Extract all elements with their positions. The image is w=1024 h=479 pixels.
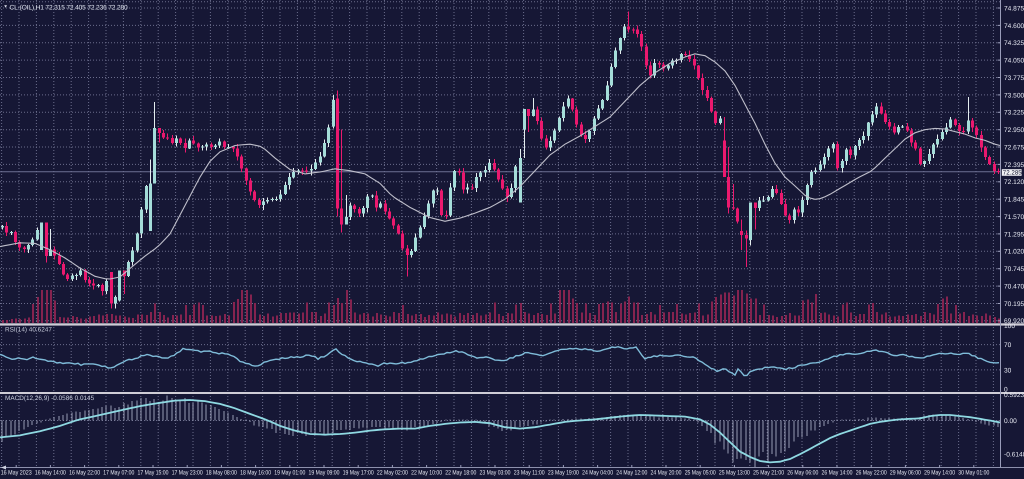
svg-text:72.950: 72.950: [1004, 127, 1024, 134]
svg-text:24 May 04:00: 24 May 04:00: [582, 470, 613, 477]
svg-text:RSI(14) 40.6247: RSI(14) 40.6247: [5, 327, 52, 334]
svg-text:72.395: 72.395: [1004, 162, 1024, 169]
svg-text:16 May 14:00: 16 May 14:00: [35, 470, 66, 477]
svg-text:73.500: 73.500: [1004, 92, 1024, 99]
svg-text:69.920: 69.920: [1004, 318, 1024, 325]
svg-text:70.745: 70.745: [1004, 266, 1024, 273]
svg-text:30: 30: [1004, 367, 1012, 374]
svg-text:74.600: 74.600: [1004, 23, 1024, 30]
svg-text:26 May 14:00: 26 May 14:00: [822, 470, 853, 477]
svg-text:23 May 03:00: 23 May 03:00: [480, 470, 511, 477]
svg-text:16 May 2023: 16 May 2023: [1, 470, 32, 477]
svg-text:0.00: 0.00: [1004, 418, 1017, 425]
svg-text:24 May 12:00: 24 May 12:00: [616, 470, 647, 477]
svg-text:71.570: 71.570: [1004, 214, 1024, 221]
svg-text:73.775: 73.775: [1004, 75, 1024, 82]
svg-text:22 May 10:00: 22 May 10:00: [411, 470, 442, 477]
svg-text:29 May 06:00: 29 May 06:00: [890, 470, 921, 477]
svg-text:71.845: 71.845: [1004, 197, 1024, 204]
svg-text:16 May 22:00: 16 May 22:00: [69, 470, 100, 477]
svg-text:18 May 16:00: 18 May 16:00: [240, 470, 271, 477]
svg-text:72.285: 72.285: [1003, 170, 1022, 177]
svg-text:23 May 19:00: 23 May 19:00: [548, 470, 579, 477]
svg-text:30 May 01:00: 30 May 01:00: [958, 470, 989, 477]
svg-text:74.875: 74.875: [1004, 5, 1024, 12]
svg-text:29 May 14:00: 29 May 14:00: [924, 470, 955, 477]
svg-text:19 May 09:00: 19 May 09:00: [309, 470, 340, 477]
svg-text:71.295: 71.295: [1004, 231, 1024, 238]
svg-text:25 May 13:00: 25 May 13:00: [719, 470, 750, 477]
svg-text:MACD(12,26,9) -0.0586 0.0145: MACD(12,26,9) -0.0586 0.0145: [5, 395, 95, 402]
svg-text:70.470: 70.470: [1004, 284, 1024, 291]
svg-text:100: 100: [1004, 323, 1015, 330]
svg-text:73.225: 73.225: [1004, 110, 1024, 117]
svg-text:74.050: 74.050: [1004, 58, 1024, 65]
svg-text:19 May 01:00: 19 May 01:00: [274, 470, 305, 477]
svg-text:CL-(OIL),H1 72.315 72.405 72.: CL-(OIL),H1 72.315 72.405 72.236 72.280: [10, 4, 129, 11]
svg-text:71.020: 71.020: [1004, 249, 1024, 256]
svg-text:-0.6148: -0.6148: [1004, 452, 1024, 459]
svg-text:72.675: 72.675: [1004, 144, 1024, 151]
svg-text:17 May 23:00: 17 May 23:00: [172, 470, 203, 477]
svg-text:24 May 20:00: 24 May 20:00: [651, 470, 682, 477]
svg-text:19 May 17:00: 19 May 17:00: [343, 470, 374, 477]
svg-text:17 May 07:00: 17 May 07:00: [103, 470, 134, 477]
svg-text:70.195: 70.195: [1004, 301, 1024, 308]
svg-text:22 May 02:00: 22 May 02:00: [377, 470, 408, 477]
svg-text:25 May 21:00: 25 May 21:00: [753, 470, 784, 477]
svg-text:72.120: 72.120: [1004, 179, 1024, 186]
svg-text:25 May 05:00: 25 May 05:00: [685, 470, 716, 477]
svg-text:17 May 15:00: 17 May 15:00: [138, 470, 169, 477]
svg-text:22 May 18:00: 22 May 18:00: [445, 470, 476, 477]
svg-text:74.325: 74.325: [1004, 40, 1024, 47]
svg-text:26 May 22:00: 26 May 22:00: [856, 470, 887, 477]
svg-text:18 May 08:00: 18 May 08:00: [206, 470, 237, 477]
svg-text:0: 0: [1004, 386, 1008, 393]
svg-text:0.5923: 0.5923: [1004, 392, 1024, 399]
svg-text:70: 70: [1004, 342, 1012, 349]
svg-text:26 May 06:00: 26 May 06:00: [787, 470, 818, 477]
svg-text:23 May 11:00: 23 May 11:00: [514, 470, 545, 477]
